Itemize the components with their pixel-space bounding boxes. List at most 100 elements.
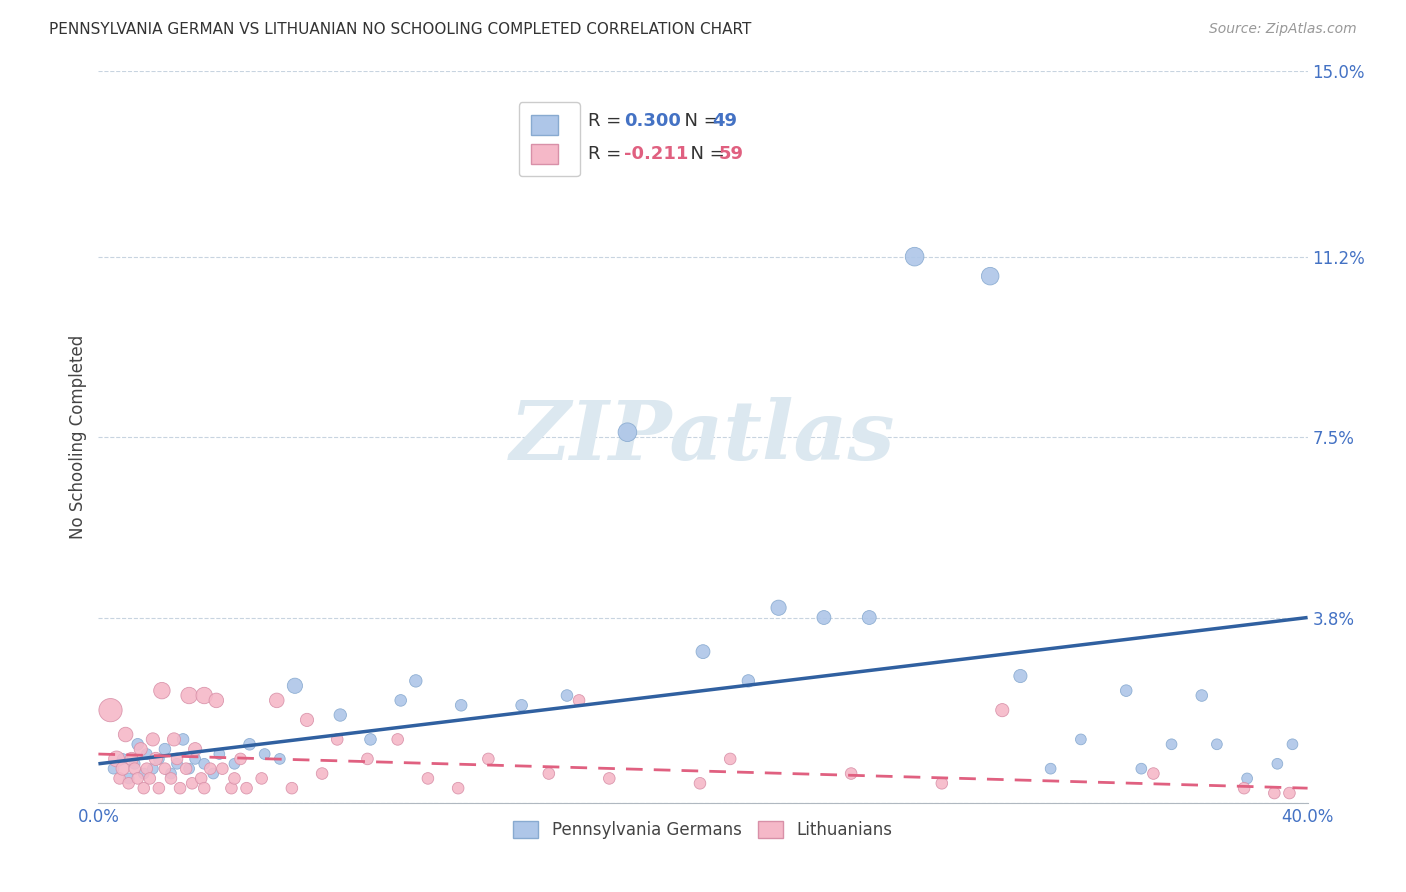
Point: [979, 269, 1001, 284]
Point: [172, 732, 194, 747]
Point: [598, 772, 620, 786]
Point: [387, 732, 409, 747]
Point: [1142, 766, 1164, 780]
Point: [184, 752, 207, 766]
Point: [1267, 756, 1289, 771]
Text: N =: N =: [679, 145, 730, 162]
Text: N =: N =: [673, 112, 724, 129]
Point: [329, 708, 352, 723]
Point: [124, 762, 146, 776]
Point: [193, 689, 215, 703]
Point: [1039, 762, 1062, 776]
Point: [284, 679, 307, 693]
Point: [269, 752, 291, 766]
Point: [1191, 689, 1213, 703]
Point: [139, 772, 162, 786]
Point: [169, 781, 191, 796]
Point: [616, 425, 638, 440]
Point: [132, 781, 155, 796]
Point: [105, 752, 128, 766]
Point: [179, 689, 201, 703]
Point: [555, 689, 578, 703]
Point: [221, 781, 243, 796]
Point: [689, 776, 711, 790]
Point: [127, 772, 149, 786]
Point: [1115, 683, 1137, 698]
Point: [148, 781, 170, 796]
Text: 49: 49: [713, 112, 738, 129]
Point: [360, 732, 382, 747]
Point: [150, 683, 173, 698]
Point: [858, 610, 880, 624]
Point: [904, 250, 927, 264]
Legend: Pennsylvania Germans, Lithuanians: Pennsylvania Germans, Lithuanians: [506, 814, 900, 846]
Point: [447, 781, 470, 796]
Point: [1281, 737, 1303, 751]
Point: [692, 645, 714, 659]
Point: [250, 772, 273, 786]
Point: [118, 772, 141, 786]
Point: [166, 752, 188, 766]
Y-axis label: No Schooling Completed: No Schooling Completed: [69, 335, 87, 539]
Point: [266, 693, 288, 707]
Point: [1263, 786, 1285, 800]
Text: -0.211: -0.211: [624, 145, 689, 162]
Point: [121, 752, 143, 766]
Point: [224, 772, 246, 786]
Point: [181, 776, 204, 790]
Point: [239, 737, 262, 751]
Point: [205, 693, 228, 707]
Point: [510, 698, 533, 713]
Point: [1010, 669, 1032, 683]
Point: [718, 752, 741, 766]
Point: [153, 762, 176, 776]
Point: [389, 693, 412, 707]
Point: [160, 766, 183, 780]
Point: [160, 772, 183, 786]
Point: [1130, 762, 1153, 776]
Text: R =: R =: [588, 112, 627, 129]
Point: [114, 727, 136, 741]
Point: [193, 756, 215, 771]
Point: [111, 752, 134, 766]
Point: [148, 752, 170, 766]
Point: [1233, 781, 1256, 796]
Point: [1206, 737, 1229, 751]
Point: [1278, 786, 1301, 800]
Point: [311, 766, 333, 780]
Point: [184, 742, 207, 756]
Point: [142, 732, 165, 747]
Point: [145, 752, 167, 766]
Point: [295, 713, 318, 727]
Point: [118, 776, 141, 790]
Point: [1070, 732, 1092, 747]
Point: [190, 772, 212, 786]
Point: [174, 762, 197, 776]
Text: 59: 59: [718, 145, 744, 162]
Point: [737, 673, 759, 688]
Point: [405, 673, 427, 688]
Text: Source: ZipAtlas.com: Source: ZipAtlas.com: [1209, 22, 1357, 37]
Point: [135, 762, 157, 776]
Point: [166, 756, 188, 771]
Point: [103, 762, 125, 776]
Text: R =: R =: [588, 145, 627, 162]
Point: [200, 762, 222, 776]
Point: [108, 772, 131, 786]
Text: 0.300: 0.300: [624, 112, 682, 129]
Point: [326, 732, 349, 747]
Point: [813, 610, 835, 624]
Point: [111, 762, 134, 776]
Point: [281, 781, 304, 796]
Point: [202, 766, 225, 780]
Point: [450, 698, 472, 713]
Point: [224, 756, 246, 771]
Point: [416, 772, 439, 786]
Text: ZIPatlas: ZIPatlas: [510, 397, 896, 477]
Point: [991, 703, 1014, 717]
Point: [1236, 772, 1258, 786]
Point: [537, 766, 560, 780]
Point: [132, 766, 155, 780]
Point: [1160, 737, 1182, 751]
Point: [229, 752, 252, 766]
